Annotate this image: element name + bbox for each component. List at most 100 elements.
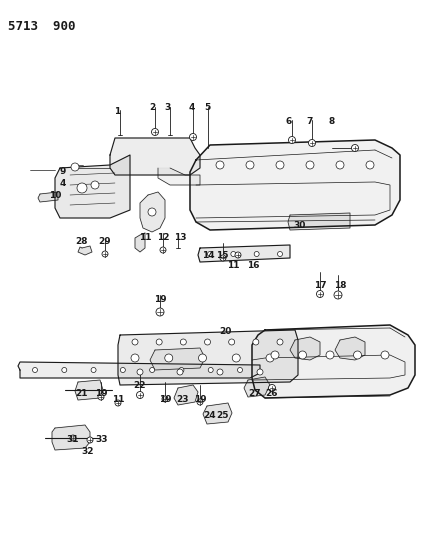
Polygon shape (190, 140, 400, 230)
Circle shape (91, 367, 96, 373)
Circle shape (354, 351, 362, 359)
Circle shape (199, 354, 206, 362)
Text: 24: 24 (204, 410, 216, 419)
Text: 12: 12 (157, 232, 169, 241)
Polygon shape (150, 348, 205, 370)
Text: 5: 5 (204, 103, 210, 112)
Circle shape (216, 161, 224, 169)
Circle shape (288, 136, 295, 143)
Text: 4: 4 (189, 103, 195, 112)
Circle shape (254, 252, 259, 256)
Polygon shape (75, 380, 103, 400)
Circle shape (165, 354, 173, 362)
Polygon shape (335, 337, 365, 360)
Text: 22: 22 (134, 381, 146, 390)
Polygon shape (135, 233, 145, 252)
Text: 2: 2 (149, 103, 155, 112)
Polygon shape (252, 325, 415, 398)
Circle shape (98, 394, 104, 400)
Circle shape (87, 437, 93, 443)
Text: 5713  900: 5713 900 (8, 20, 75, 33)
Text: 25: 25 (217, 410, 229, 419)
Circle shape (148, 208, 156, 216)
Text: 8: 8 (329, 117, 335, 126)
Polygon shape (78, 246, 92, 255)
Circle shape (156, 339, 162, 345)
Circle shape (366, 161, 374, 169)
Circle shape (208, 367, 213, 373)
Circle shape (238, 367, 243, 373)
Circle shape (150, 367, 155, 373)
Text: 19: 19 (194, 395, 206, 405)
Circle shape (190, 133, 196, 141)
Circle shape (205, 339, 211, 345)
Circle shape (220, 255, 226, 261)
Circle shape (180, 339, 186, 345)
Text: 4: 4 (60, 179, 66, 188)
Polygon shape (118, 330, 298, 385)
Text: 13: 13 (174, 232, 186, 241)
Circle shape (162, 396, 168, 402)
Text: 27: 27 (249, 389, 262, 398)
Text: 18: 18 (334, 280, 346, 289)
Circle shape (71, 163, 79, 171)
Circle shape (381, 351, 389, 359)
Text: 23: 23 (177, 395, 189, 405)
Polygon shape (288, 213, 350, 230)
Text: 10: 10 (49, 190, 61, 199)
Circle shape (306, 161, 314, 169)
Text: 28: 28 (76, 238, 88, 246)
Circle shape (257, 369, 263, 375)
Text: 30: 30 (294, 221, 306, 230)
Circle shape (351, 144, 359, 151)
Polygon shape (18, 362, 260, 378)
Circle shape (137, 369, 143, 375)
Polygon shape (158, 168, 200, 185)
Circle shape (160, 247, 166, 253)
Text: 15: 15 (216, 251, 228, 260)
Text: 19: 19 (154, 295, 166, 304)
Circle shape (156, 308, 164, 316)
Text: 29: 29 (99, 238, 111, 246)
Circle shape (326, 351, 334, 359)
Circle shape (137, 392, 143, 399)
Polygon shape (198, 245, 290, 262)
Text: 14: 14 (202, 251, 214, 260)
Circle shape (217, 369, 223, 375)
Circle shape (131, 354, 139, 362)
Circle shape (70, 435, 76, 441)
Text: 3: 3 (165, 103, 171, 112)
Polygon shape (140, 192, 165, 232)
Circle shape (271, 351, 279, 359)
Text: 1: 1 (114, 108, 120, 117)
Circle shape (246, 161, 254, 169)
Text: 9: 9 (60, 167, 66, 176)
Polygon shape (55, 155, 130, 218)
Text: 21: 21 (76, 389, 88, 398)
Circle shape (336, 161, 344, 169)
Circle shape (208, 252, 212, 256)
Circle shape (316, 290, 324, 297)
Circle shape (277, 339, 283, 345)
Polygon shape (110, 138, 200, 175)
Circle shape (231, 252, 236, 256)
Circle shape (102, 251, 108, 257)
Circle shape (152, 128, 158, 135)
Circle shape (115, 400, 121, 406)
Circle shape (235, 252, 241, 258)
Circle shape (197, 399, 203, 405)
Circle shape (268, 384, 276, 392)
Circle shape (229, 339, 235, 345)
Text: 16: 16 (247, 261, 259, 270)
Polygon shape (174, 385, 198, 405)
Circle shape (334, 291, 342, 299)
Polygon shape (38, 192, 58, 202)
Text: 32: 32 (82, 448, 94, 456)
Text: 11: 11 (112, 395, 124, 405)
Circle shape (298, 351, 306, 359)
Text: 19: 19 (95, 389, 107, 398)
Circle shape (232, 354, 240, 362)
Circle shape (33, 367, 38, 373)
Polygon shape (244, 377, 270, 397)
Text: 17: 17 (314, 280, 326, 289)
